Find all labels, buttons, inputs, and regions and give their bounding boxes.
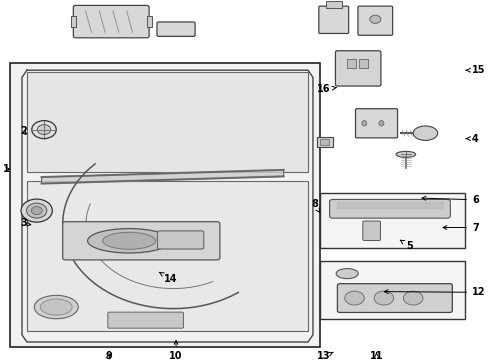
Text: 15: 15 xyxy=(465,65,485,75)
Text: 8: 8 xyxy=(310,199,319,212)
Ellipse shape xyxy=(87,229,170,253)
Bar xyxy=(10,63,320,347)
Ellipse shape xyxy=(378,121,383,126)
Ellipse shape xyxy=(403,291,422,305)
Ellipse shape xyxy=(373,291,393,305)
Ellipse shape xyxy=(34,295,78,319)
Ellipse shape xyxy=(336,269,357,279)
Bar xyxy=(316,137,332,147)
FancyBboxPatch shape xyxy=(357,6,392,35)
FancyBboxPatch shape xyxy=(355,109,397,138)
FancyBboxPatch shape xyxy=(318,6,348,33)
Ellipse shape xyxy=(102,232,155,249)
Bar xyxy=(320,261,464,319)
Text: 6: 6 xyxy=(421,195,478,205)
Bar xyxy=(359,59,367,68)
Text: 16: 16 xyxy=(316,84,336,94)
Text: 12: 12 xyxy=(384,287,485,297)
FancyBboxPatch shape xyxy=(329,199,449,218)
Ellipse shape xyxy=(26,203,47,218)
Bar xyxy=(146,16,151,27)
Text: 14: 14 xyxy=(159,272,178,284)
Text: 10: 10 xyxy=(169,341,183,360)
Ellipse shape xyxy=(40,299,72,315)
Bar xyxy=(346,59,355,68)
Text: 1: 1 xyxy=(2,164,10,174)
FancyBboxPatch shape xyxy=(337,284,451,312)
FancyBboxPatch shape xyxy=(362,221,380,240)
Bar xyxy=(325,1,341,8)
Bar xyxy=(27,72,307,172)
Text: 3: 3 xyxy=(20,218,31,228)
FancyBboxPatch shape xyxy=(73,5,149,38)
Ellipse shape xyxy=(32,121,56,139)
Ellipse shape xyxy=(344,291,364,305)
Ellipse shape xyxy=(361,121,366,126)
FancyBboxPatch shape xyxy=(107,312,183,328)
Ellipse shape xyxy=(37,125,51,135)
Bar xyxy=(27,181,307,331)
FancyBboxPatch shape xyxy=(335,51,380,86)
Ellipse shape xyxy=(21,199,52,222)
Text: 9: 9 xyxy=(105,351,112,360)
Polygon shape xyxy=(337,202,442,208)
FancyBboxPatch shape xyxy=(62,222,220,260)
Bar xyxy=(320,193,464,248)
Text: 4: 4 xyxy=(465,134,478,144)
FancyBboxPatch shape xyxy=(157,22,195,36)
Ellipse shape xyxy=(395,151,415,157)
Text: 5: 5 xyxy=(400,240,412,251)
Polygon shape xyxy=(41,170,283,184)
Bar xyxy=(320,139,328,145)
Ellipse shape xyxy=(369,15,380,23)
FancyBboxPatch shape xyxy=(157,231,203,249)
Text: 7: 7 xyxy=(442,222,478,233)
Ellipse shape xyxy=(412,126,437,140)
Text: 13: 13 xyxy=(316,351,333,360)
Text: 11: 11 xyxy=(369,351,383,360)
Bar xyxy=(71,16,76,27)
Text: 2: 2 xyxy=(20,126,27,136)
Ellipse shape xyxy=(31,207,42,215)
